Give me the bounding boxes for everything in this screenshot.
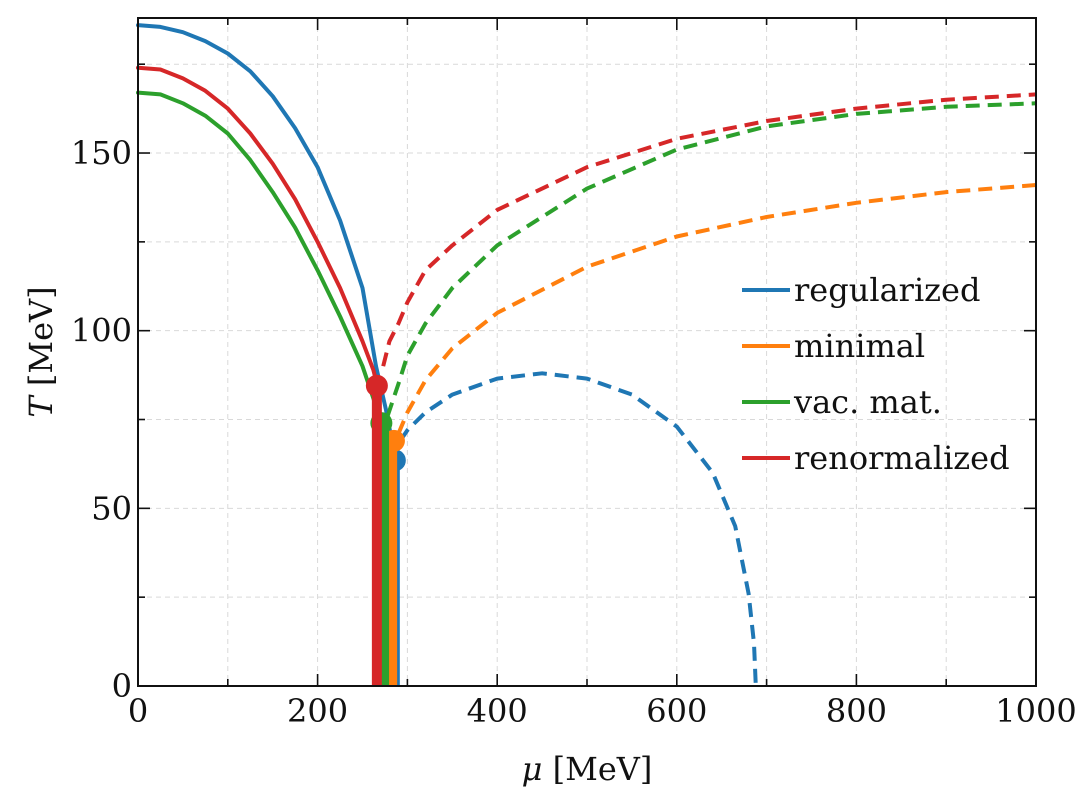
legend-label-regularized: regularized <box>794 271 980 309</box>
dashed-line <box>381 92 1037 367</box>
x-tick-label: 200 <box>287 692 348 730</box>
x-tick-label: 600 <box>646 692 707 730</box>
legend-label-minimal: minimal <box>794 327 925 365</box>
crossover-line <box>136 90 385 426</box>
series-renormalized <box>136 65 1037 386</box>
x-axis-title: μ [MeV] <box>522 750 653 788</box>
x-axis-space <box>542 750 552 788</box>
x-tick-label: 1000 <box>995 692 1076 730</box>
first-order-renormalized <box>365 374 388 686</box>
legend-label-vac-mat: vac. mat. <box>793 383 942 421</box>
y-tick-label: 0 <box>112 667 132 705</box>
axis-ticks <box>137 18 1037 687</box>
dashed-line <box>396 183 1037 435</box>
legend: regularized minimal vac. mat. renormalized <box>742 271 1010 477</box>
legend-label-renormalized: renormalized <box>794 439 1010 477</box>
y-axis-title: T [MeV] <box>22 286 60 417</box>
grid-lines <box>138 18 1036 686</box>
critical-point-marker <box>365 374 388 397</box>
x-axis-variable: μ <box>522 750 543 788</box>
y-tick-label: 50 <box>91 489 132 527</box>
y-axis-unit: [MeV] <box>22 286 60 386</box>
x-tick-label: 800 <box>826 692 887 730</box>
crossover-line <box>136 65 379 386</box>
x-tick-label: 0 <box>128 692 148 730</box>
x-tick-label: 400 <box>467 692 528 730</box>
dashed-line <box>385 101 1037 417</box>
tick-labels: 0 200 400 600 800 1000 0 50 100 150 <box>71 134 1077 730</box>
series-layer <box>136 23 1037 687</box>
x-axis-unit: [MeV] <box>553 750 653 788</box>
y-axis-variable: T <box>22 394 60 418</box>
y-axis-space <box>22 386 60 396</box>
y-tick-label: 150 <box>71 134 132 172</box>
y-tick-label: 100 <box>71 312 132 350</box>
series-minimal <box>396 183 1037 435</box>
dashed-line <box>398 371 758 687</box>
